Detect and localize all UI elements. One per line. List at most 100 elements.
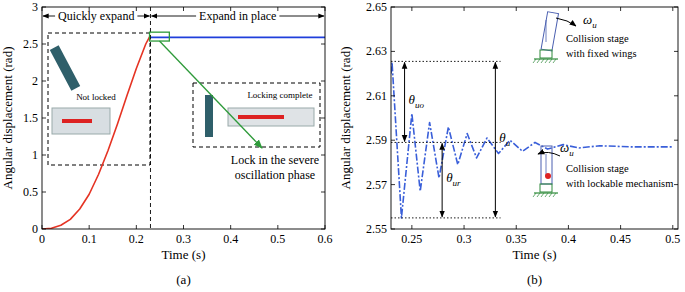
x-tick-label: 0 <box>39 232 45 246</box>
y-tick <box>391 140 678 141</box>
x-tick-label: 0.3 <box>176 232 191 246</box>
inset-icon <box>52 108 110 134</box>
y-tick-label: 2.59 <box>366 133 387 147</box>
y-tick <box>391 7 678 8</box>
y-tick <box>42 118 325 119</box>
rotation-arrow <box>538 152 560 156</box>
phase-arrow <box>43 16 55 17</box>
x-tick-label: 0.35 <box>506 232 527 246</box>
x-tick <box>277 7 278 229</box>
y-tick-label: 0.5 <box>23 185 38 199</box>
callout-label: Lock in the severe <box>231 153 319 167</box>
measure-label: θu <box>499 130 510 148</box>
y-tick-label: 1 <box>32 148 38 162</box>
y-tick-label: 3 <box>32 0 38 14</box>
x-tick <box>516 7 517 229</box>
ground-hatch <box>537 193 540 197</box>
y-tick-label: 2.61 <box>366 89 387 103</box>
rotation-arrow <box>556 18 576 26</box>
series-line <box>391 63 673 218</box>
measure-arrow <box>495 62 496 217</box>
measure-label: θuo <box>409 92 425 110</box>
inset-frame <box>48 33 150 165</box>
omega-label: ωu <box>583 12 597 30</box>
panel: Not lockedLocking complete 0 0.1 0.2 0.3 0.4 0… <box>0 0 333 287</box>
x-tick-label: 0.4 <box>223 232 238 246</box>
y-axis-label: Angular displacement (rad) <box>0 47 15 190</box>
x-axis-label: Time (s) <box>513 247 557 262</box>
measure-arrow <box>404 62 405 141</box>
inset-icon <box>228 108 314 126</box>
x-tick-label: 0.2 <box>129 232 144 246</box>
series-line <box>150 37 325 39</box>
y-tick <box>42 192 325 193</box>
measure-label: θur <box>446 170 461 188</box>
x-tick-label: 0.1 <box>82 232 97 246</box>
y-tick <box>42 44 325 45</box>
subscript: u <box>569 148 574 158</box>
ground-hatch <box>545 59 548 63</box>
ground-hatch <box>533 59 536 63</box>
inset-icon <box>50 45 80 90</box>
subscript: u <box>506 138 511 148</box>
insets: Not lockedLocking complete <box>48 33 320 165</box>
y-tick-label: 2.63 <box>366 44 387 58</box>
subscript: uo <box>415 100 425 110</box>
series-line <box>42 35 150 229</box>
inset-label: Locking complete <box>247 90 312 100</box>
phase-label: Quickly expand <box>58 9 134 23</box>
omega-label: ωu <box>560 140 574 158</box>
x-tick <box>411 7 412 229</box>
x-axis-label: Time (s) <box>162 247 206 262</box>
x-tick <box>89 7 90 229</box>
ground-hatch <box>541 193 544 197</box>
y-tick-label: 1.5 <box>23 111 38 125</box>
subtitle: (a) <box>176 272 190 287</box>
wing-detail <box>546 20 547 42</box>
x-tick <box>230 7 231 229</box>
stage-icon <box>533 146 560 197</box>
stage-label: Collision stage <box>566 163 629 174</box>
inset-frame <box>193 83 320 147</box>
inset-icon <box>205 95 213 137</box>
wing <box>541 146 552 184</box>
x-tick <box>464 7 465 229</box>
ground-hatch <box>549 193 552 197</box>
ground-hatch <box>553 193 556 197</box>
zoom-box <box>150 32 170 41</box>
ground <box>534 192 558 193</box>
y-axis-label: Angular displacement (rad) <box>338 47 353 190</box>
symbol: ω <box>560 140 569 155</box>
y-tick-label: 2.5 <box>23 37 38 51</box>
reference-level <box>391 217 501 218</box>
ground-hatch <box>549 59 552 63</box>
symbol: ω <box>583 12 592 27</box>
inset-icon <box>238 115 284 119</box>
stage-label: Collision stage <box>566 33 629 44</box>
wing-detail <box>546 154 547 176</box>
stage-label: with lockable mechanism <box>566 178 673 189</box>
stage-label: with fixed wings <box>566 48 637 59</box>
x-tick <box>672 7 673 229</box>
phase-arrow <box>279 16 324 17</box>
y-tick <box>42 229 325 230</box>
y-tick-label: 2.57 <box>366 178 387 192</box>
x-tick-label: 0.25 <box>401 232 422 246</box>
reference-level <box>391 142 501 143</box>
x-tick-label: 0.45 <box>610 232 631 246</box>
wing <box>541 12 558 51</box>
plot-frame <box>42 7 325 229</box>
y-tick-label: 0 <box>32 222 38 236</box>
ground-hatch <box>545 193 548 197</box>
inset-icon <box>62 119 92 123</box>
y-tick <box>391 229 678 230</box>
ground-hatch <box>553 59 556 63</box>
base <box>540 50 552 58</box>
subscript: u <box>592 20 597 30</box>
x-tick <box>136 7 137 229</box>
data-layer <box>391 63 673 218</box>
y-tick <box>42 7 325 8</box>
chart-root: Not lockedLocking complete 0 0.1 0.2 0.3 0.4 0… <box>0 0 685 292</box>
plot-frame <box>391 7 678 229</box>
ground <box>534 58 558 59</box>
